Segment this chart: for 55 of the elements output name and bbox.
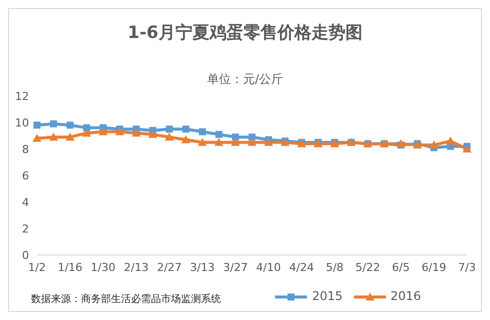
- x-tick-label: 2/13: [124, 260, 149, 274]
- point: [198, 138, 207, 146]
- x-tick-label: 4/24: [289, 260, 314, 274]
- point: [181, 135, 190, 144]
- x-tick-label: 3/13: [190, 260, 215, 274]
- point: [115, 127, 124, 136]
- point: [198, 128, 206, 136]
- point: [446, 136, 455, 145]
- point: [215, 130, 222, 138]
- point: [34, 122, 40, 129]
- legend-label: 2015: [311, 289, 343, 303]
- point: [50, 120, 58, 128]
- chart-subtitle: 单位：元/公斤: [206, 71, 284, 88]
- point: [164, 132, 174, 141]
- point: [248, 138, 256, 146]
- x-tick-label: 1/2: [28, 260, 46, 274]
- y-tick-label: 2: [22, 222, 29, 236]
- point: [98, 127, 108, 136]
- x-tick-label: 5/8: [326, 260, 344, 274]
- y-tick-label: 4: [22, 196, 29, 209]
- x-tick-label: 6/19: [422, 260, 446, 274]
- point: [232, 134, 239, 141]
- point: [166, 126, 173, 133]
- point: [396, 139, 406, 148]
- source-note: 数据来源：商务部生活必需品市场监测系统: [31, 292, 221, 306]
- point: [182, 126, 190, 133]
- y-tick-label: 10: [15, 116, 29, 130]
- x-tick-label: 1/16: [58, 260, 82, 274]
- legend-label: 2016: [389, 289, 421, 303]
- point: [132, 128, 141, 137]
- chart-title: 1-6月宁夏鸡蛋零售价格走势图: [126, 22, 364, 44]
- y-tick-label: 8: [22, 142, 29, 156]
- point: [66, 132, 75, 141]
- point: [83, 124, 90, 132]
- point: [32, 134, 42, 142]
- point: [148, 130, 158, 138]
- point: [248, 134, 256, 141]
- x-tick-label: 6/5: [392, 260, 410, 274]
- point: [82, 128, 92, 137]
- y-tick-label: 6: [22, 169, 29, 182]
- point: [214, 138, 224, 146]
- point: [429, 140, 438, 149]
- x-tick-label: 2/27: [156, 260, 182, 274]
- x-tick-label: 4/10: [256, 260, 281, 274]
- y-tick-label: 0: [22, 248, 29, 262]
- point: [230, 138, 240, 146]
- x-tick-label: 7/3: [458, 260, 476, 274]
- point: [49, 132, 58, 141]
- x-tick-label: 5/22: [355, 260, 380, 274]
- point: [66, 122, 74, 129]
- point: [462, 144, 472, 152]
- x-tick-label: 3/27: [223, 260, 248, 274]
- y-tick-label: 12: [15, 90, 29, 103]
- point: [264, 138, 274, 146]
- x-tick-label: 1/30: [90, 260, 116, 274]
